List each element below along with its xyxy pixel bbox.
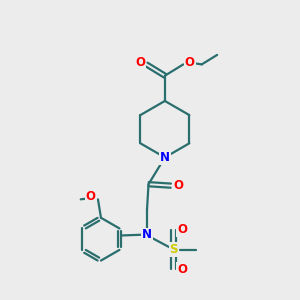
Text: N: N — [142, 228, 152, 241]
Text: O: O — [135, 56, 145, 69]
Text: O: O — [177, 263, 187, 276]
Text: O: O — [85, 190, 96, 203]
Text: O: O — [173, 179, 183, 192]
Text: O: O — [177, 223, 187, 236]
Text: O: O — [185, 56, 195, 69]
Text: S: S — [169, 243, 178, 256]
Text: N: N — [160, 151, 170, 164]
